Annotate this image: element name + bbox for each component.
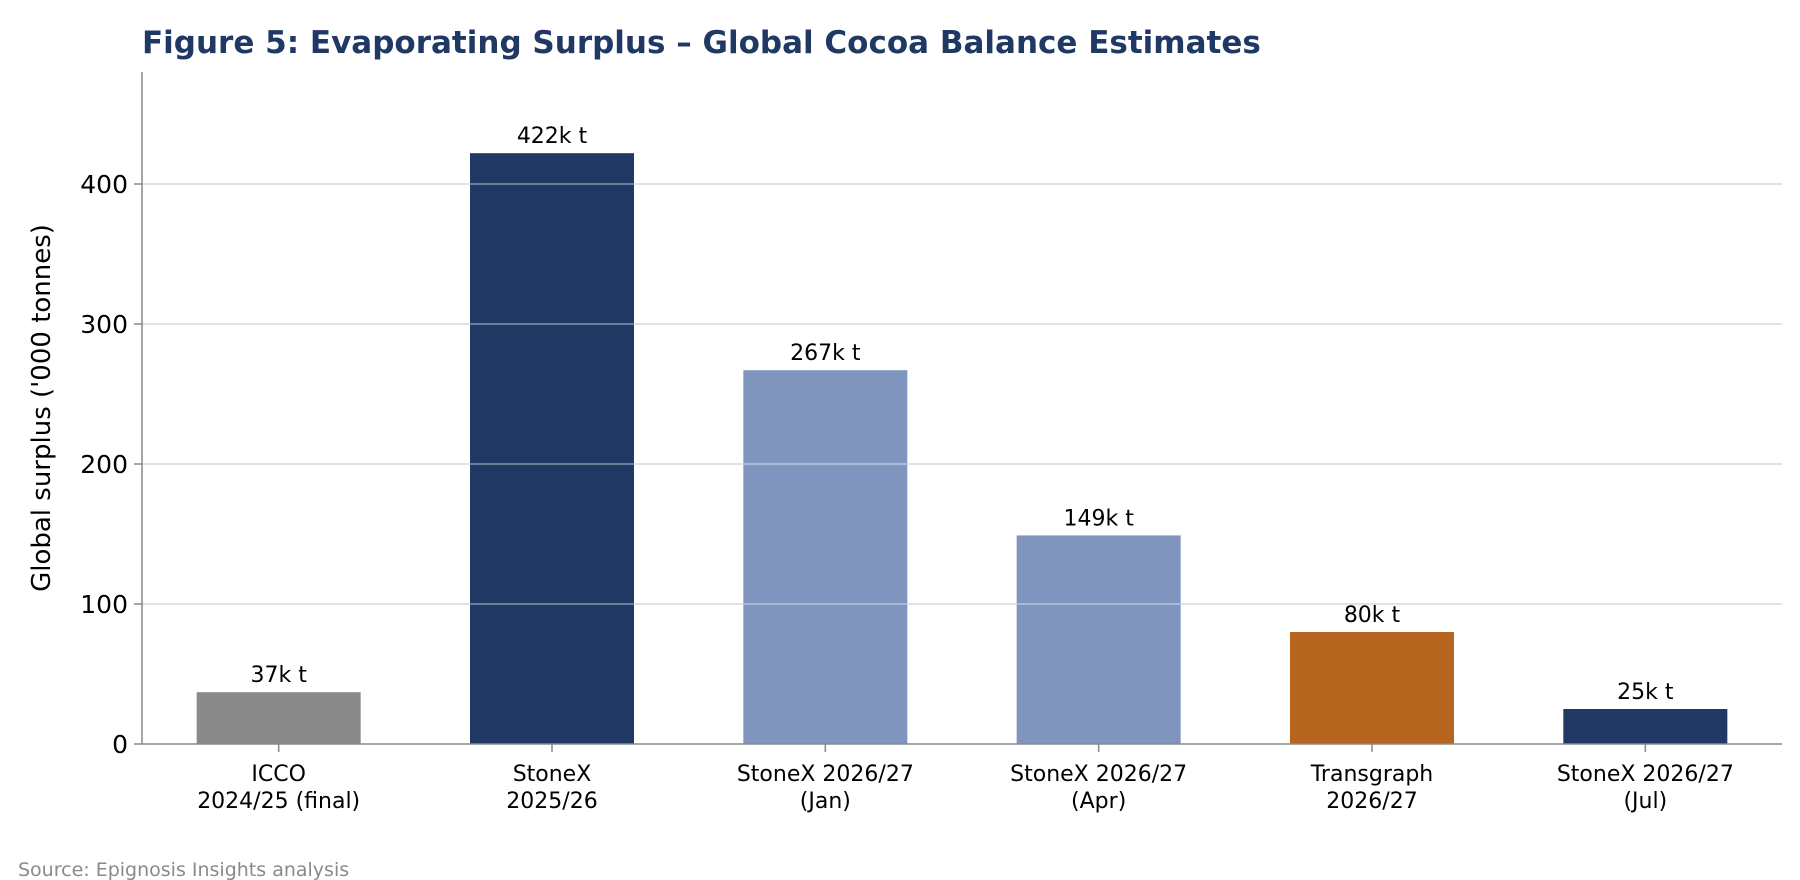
x-tick-label: ICCO <box>251 762 306 787</box>
y-axis: 0 100 200 300 400 <box>80 72 143 759</box>
x-tick-label: StoneX <box>513 762 592 787</box>
bar <box>470 153 634 744</box>
x-tick-label: StoneX 2026/27 <box>1010 762 1187 787</box>
source-note: Source: Epignosis Insights analysis <box>18 859 349 880</box>
x-tick-label: StoneX 2026/27 <box>1557 762 1734 787</box>
x-tick-label: 2025/26 <box>506 789 597 814</box>
x-tick-label: (Apr) <box>1071 789 1126 814</box>
y-tick-label: 100 <box>80 590 128 619</box>
chart-title: Figure 5: Evaporating Surplus – Global C… <box>142 25 1261 61</box>
data-label: 149k t <box>1063 506 1134 531</box>
y-axis-label: Global surplus ('000 tonnes) <box>27 224 57 592</box>
y-tick-label: 200 <box>80 450 128 479</box>
x-tick-label: StoneX 2026/27 <box>737 762 914 787</box>
y-tick-label: 300 <box>80 310 128 339</box>
data-label: 80k t <box>1344 603 1401 628</box>
bar <box>1290 632 1454 744</box>
x-tick-label: (Jul) <box>1623 789 1667 814</box>
y-tick-label: 0 <box>112 730 128 759</box>
bar <box>1016 535 1181 744</box>
data-labels: 37k t 422k t 267k t 149k t 80k t 25k t <box>250 124 1673 705</box>
x-tick-label: Transgraph <box>1310 762 1434 787</box>
data-label: 267k t <box>790 341 861 366</box>
x-tick-label: 2024/25 (final) <box>197 789 360 814</box>
x-tick-label: (Jan) <box>800 789 851 814</box>
bar <box>743 370 908 744</box>
x-tick-label: 2026/27 <box>1326 789 1417 814</box>
data-label: 37k t <box>250 663 307 688</box>
y-tick-label: 400 <box>80 170 128 199</box>
bars <box>196 153 1728 744</box>
data-label: 422k t <box>517 124 588 149</box>
bar <box>196 692 361 744</box>
data-label: 25k t <box>1617 680 1674 705</box>
gridlines <box>142 183 1782 605</box>
bar <box>1563 709 1728 744</box>
